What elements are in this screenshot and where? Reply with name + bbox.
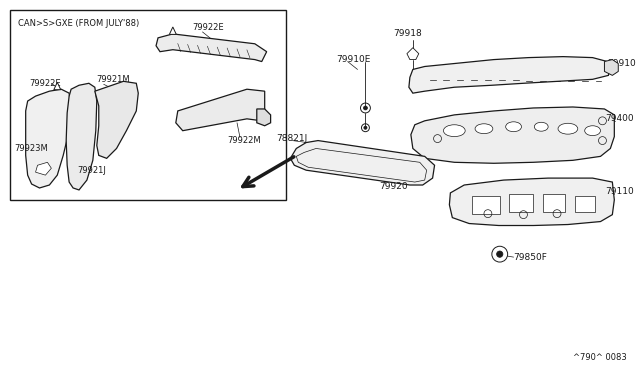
Circle shape bbox=[422, 162, 424, 164]
Text: 79110: 79110 bbox=[605, 187, 634, 196]
Polygon shape bbox=[604, 60, 618, 76]
Bar bbox=[543, 194, 565, 212]
Polygon shape bbox=[291, 141, 435, 185]
Polygon shape bbox=[54, 82, 61, 90]
Text: 79850F: 79850F bbox=[513, 253, 547, 262]
Circle shape bbox=[355, 153, 356, 155]
Polygon shape bbox=[449, 178, 614, 225]
Polygon shape bbox=[36, 162, 51, 175]
Polygon shape bbox=[26, 89, 71, 188]
Polygon shape bbox=[407, 48, 419, 60]
Text: 79910: 79910 bbox=[607, 59, 636, 68]
Text: 79920: 79920 bbox=[380, 182, 408, 190]
Bar bbox=[472, 196, 500, 214]
Text: 79400: 79400 bbox=[605, 114, 634, 124]
Text: 79918: 79918 bbox=[393, 29, 422, 38]
Text: ^790^ 0083: ^790^ 0083 bbox=[573, 353, 627, 362]
Text: CAN>S>GXE (FROM JULY'88): CAN>S>GXE (FROM JULY'88) bbox=[18, 19, 139, 28]
Text: 79923M: 79923M bbox=[14, 144, 47, 153]
Bar bbox=[509, 194, 533, 212]
Polygon shape bbox=[411, 107, 614, 163]
Text: 79910E: 79910E bbox=[336, 55, 370, 64]
Polygon shape bbox=[257, 109, 271, 126]
Polygon shape bbox=[66, 83, 97, 190]
Polygon shape bbox=[170, 27, 176, 34]
Ellipse shape bbox=[506, 122, 522, 132]
Circle shape bbox=[324, 145, 328, 148]
Circle shape bbox=[315, 149, 317, 152]
Ellipse shape bbox=[558, 123, 578, 134]
Text: 79922M: 79922M bbox=[227, 136, 260, 145]
Polygon shape bbox=[95, 81, 138, 158]
Text: 78821J: 78821J bbox=[276, 134, 308, 143]
Circle shape bbox=[364, 106, 367, 110]
Text: 79921M: 79921M bbox=[97, 75, 131, 84]
Ellipse shape bbox=[534, 122, 548, 131]
Text: 79922E: 79922E bbox=[29, 79, 61, 88]
Ellipse shape bbox=[444, 125, 465, 137]
Text: 79921J: 79921J bbox=[77, 166, 106, 175]
Circle shape bbox=[364, 126, 367, 129]
Polygon shape bbox=[176, 89, 265, 131]
Bar bbox=[10, 10, 287, 200]
Ellipse shape bbox=[585, 126, 600, 136]
Ellipse shape bbox=[475, 124, 493, 134]
Polygon shape bbox=[409, 57, 611, 93]
Bar bbox=[575, 196, 595, 212]
Text: 79922E: 79922E bbox=[193, 23, 224, 32]
Circle shape bbox=[394, 157, 396, 160]
Circle shape bbox=[497, 251, 503, 257]
Polygon shape bbox=[156, 34, 267, 61]
